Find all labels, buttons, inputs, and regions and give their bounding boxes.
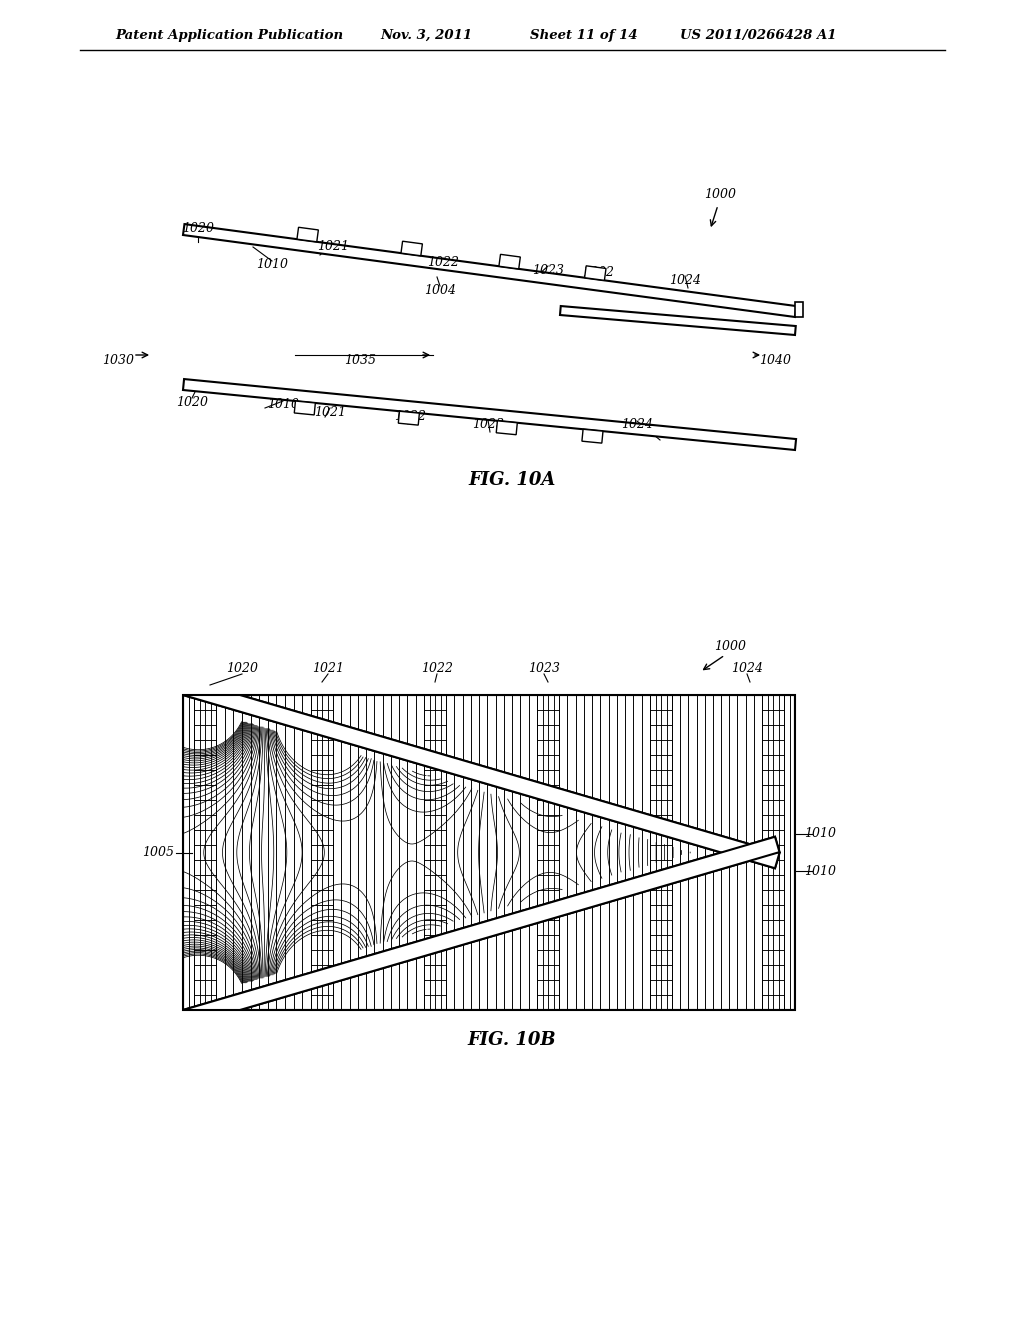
Text: 1002: 1002 [582, 267, 614, 280]
Polygon shape [183, 224, 797, 317]
Polygon shape [183, 680, 779, 869]
Polygon shape [585, 265, 606, 280]
Text: 1030: 1030 [102, 354, 134, 367]
Text: 1023: 1023 [472, 417, 504, 430]
Text: 1022: 1022 [427, 256, 459, 268]
Text: 1010: 1010 [804, 828, 836, 840]
Polygon shape [183, 837, 779, 1026]
Polygon shape [582, 429, 603, 444]
Polygon shape [497, 421, 517, 434]
Polygon shape [183, 680, 779, 869]
Text: US 2011/0266428 A1: US 2011/0266428 A1 [680, 29, 837, 41]
Text: 1020: 1020 [176, 396, 208, 408]
Text: 1004: 1004 [424, 284, 456, 297]
Polygon shape [297, 227, 318, 242]
Polygon shape [560, 306, 796, 335]
Text: FIG. 10A: FIG. 10A [468, 471, 556, 488]
Polygon shape [398, 412, 420, 425]
Polygon shape [795, 302, 803, 317]
Text: 1010: 1010 [267, 399, 299, 412]
Text: 1040: 1040 [759, 354, 791, 367]
Text: 1021: 1021 [312, 663, 344, 676]
Polygon shape [183, 837, 779, 1026]
Text: Patent Application Publication: Patent Application Publication [115, 29, 343, 41]
Text: 1024: 1024 [669, 273, 701, 286]
Text: 1035: 1035 [344, 354, 376, 367]
Text: 1022: 1022 [394, 411, 426, 424]
Text: 1021: 1021 [314, 405, 346, 418]
Text: 1023: 1023 [528, 663, 560, 676]
Text: Sheet 11 of 14: Sheet 11 of 14 [530, 29, 638, 41]
Bar [183, 696, 795, 1010]
Polygon shape [183, 379, 796, 450]
Text: 1000: 1000 [705, 189, 736, 202]
Text: 1000: 1000 [714, 640, 746, 653]
Text: 1020: 1020 [182, 222, 214, 235]
Text: 1005: 1005 [142, 846, 174, 859]
Text: 1024: 1024 [731, 663, 763, 676]
Polygon shape [499, 255, 520, 269]
Text: 1010: 1010 [256, 259, 288, 272]
Text: 1023: 1023 [532, 264, 564, 276]
Text: 1020: 1020 [226, 663, 258, 676]
Text: 1024: 1024 [621, 418, 653, 432]
Text: 1022: 1022 [421, 663, 453, 676]
Polygon shape [294, 401, 315, 414]
Text: 1010: 1010 [804, 865, 836, 878]
Text: FIG. 10B: FIG. 10B [468, 1031, 556, 1049]
Polygon shape [401, 242, 423, 256]
Text: Nov. 3, 2011: Nov. 3, 2011 [380, 29, 472, 41]
Text: 1021: 1021 [317, 240, 349, 253]
